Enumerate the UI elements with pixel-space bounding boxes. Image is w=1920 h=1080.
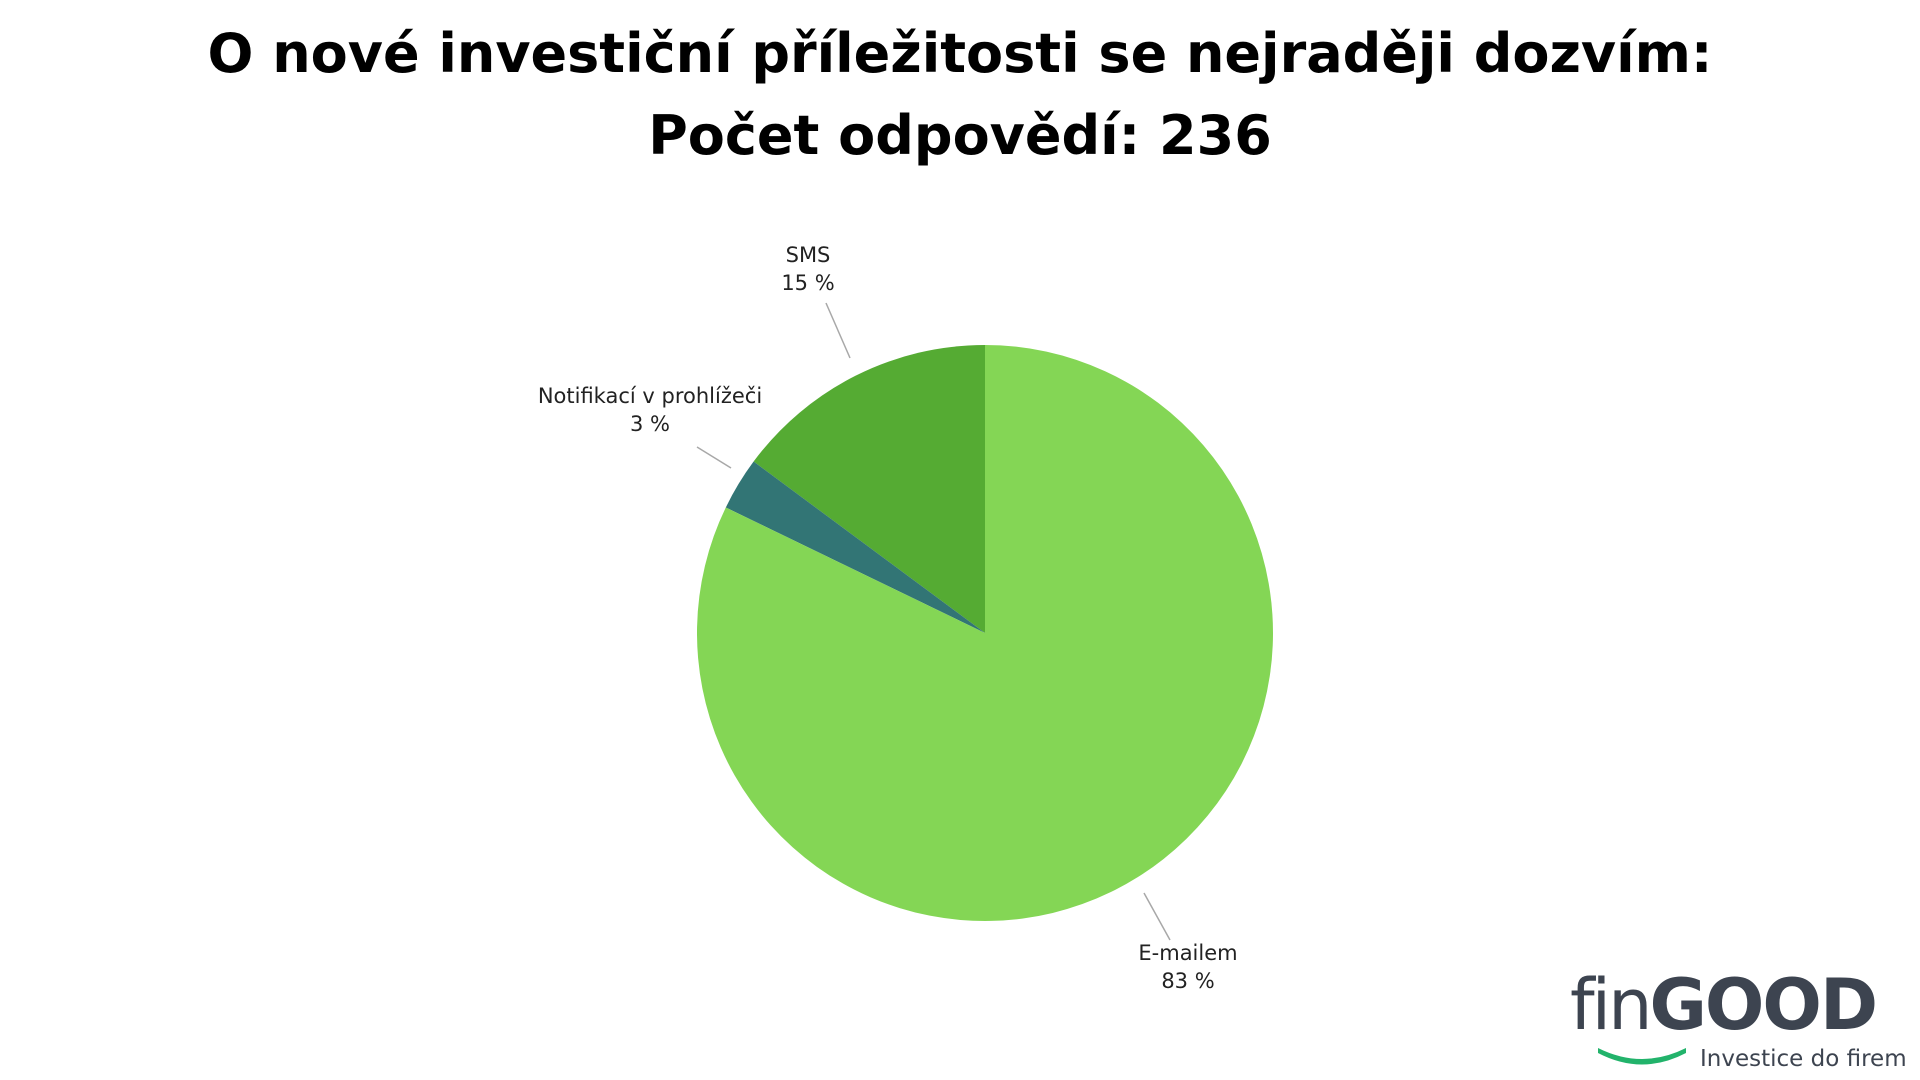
leader-line-2 [1143, 892, 1171, 941]
logo-smile-icon [1598, 1048, 1686, 1065]
fingood-logo: finGOOD Investice do firem [1570, 970, 1910, 1080]
leader-line-0 [825, 302, 851, 359]
logo-wordmark: finGOOD [1570, 970, 1878, 1040]
pie-slice-0 [753, 345, 985, 633]
logo-tagline: Investice do firem [1700, 1046, 1907, 1072]
slice-label-0: SMS [786, 243, 831, 267]
slice-label-2: E-mailem [1138, 941, 1237, 965]
logo-fin: fin [1570, 964, 1652, 1046]
slice-label-1: Notifikací v prohlížeči [538, 384, 762, 408]
chart-title: O nové investiční příležitosti se nejrad… [207, 22, 1713, 85]
slice-value-2: 83 % [1161, 969, 1214, 993]
pie-slice-2 [696, 345, 1273, 921]
leader-line-1 [696, 446, 732, 469]
chart-subtitle: Počet odpovědí: 236 [648, 104, 1272, 167]
slice-value-1: 3 % [630, 412, 670, 436]
pie-slice-1 [725, 461, 985, 633]
logo-good: GOOD [1649, 964, 1878, 1046]
slice-value-0: 15 % [781, 271, 834, 295]
